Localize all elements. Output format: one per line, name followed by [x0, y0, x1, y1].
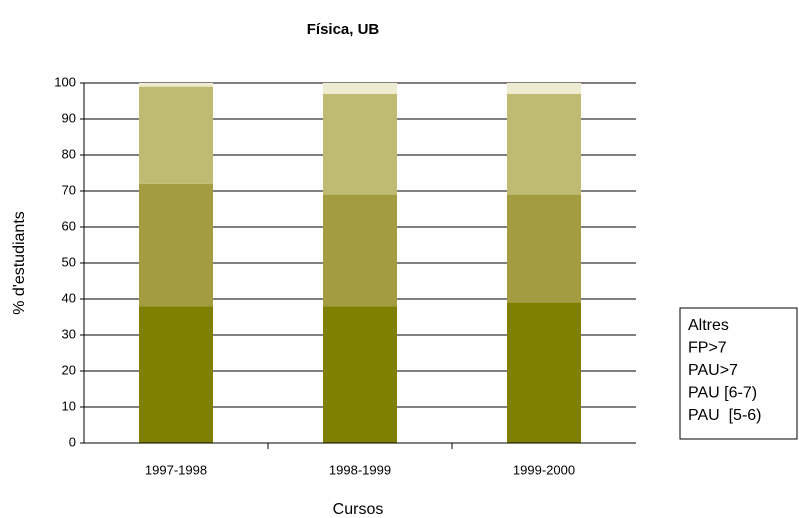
- y-tick-label: 70: [62, 182, 76, 197]
- legend-label: PAU [5-6): [688, 407, 762, 424]
- legend-label: Altres: [688, 317, 729, 334]
- legend-box: [679, 307, 798, 440]
- bar-segment: [139, 83, 213, 87]
- y-tick-label: 50: [62, 254, 76, 269]
- bar-segment: [139, 306, 213, 443]
- y-tick-label: 60: [62, 218, 76, 233]
- x-tick-label: 1998-1999: [329, 462, 391, 477]
- legend-label: FP>7: [688, 340, 727, 357]
- bar-segment: [323, 83, 397, 94]
- legend-label: PAU>7: [688, 362, 738, 379]
- y-tick-label: 30: [62, 326, 76, 341]
- bar-segment: [323, 194, 397, 307]
- y-tick-label: 10: [62, 398, 76, 413]
- y-tick-label: 90: [62, 110, 76, 125]
- y-tick-label: 0: [69, 434, 76, 449]
- y-tick-label: 20: [62, 362, 76, 377]
- chart-title: Física, UB: [307, 21, 380, 38]
- x-tick-label: 1997-1998: [145, 462, 207, 477]
- bar-segment: [507, 194, 581, 303]
- bar-segment: [139, 86, 213, 184]
- bar-segment: [323, 93, 397, 195]
- y-tick-label: 40: [62, 290, 76, 305]
- legend-label: PAU [6-7): [688, 385, 757, 402]
- y-tick-label: 80: [62, 146, 76, 161]
- bar-segment: [139, 183, 213, 307]
- bar-segment: [507, 83, 581, 94]
- y-tick-label: 100: [54, 74, 76, 89]
- y-axis-label: % d'estudiants: [11, 211, 28, 315]
- bar-segment: [507, 302, 581, 443]
- x-tick-label: 1999-2000: [513, 462, 575, 477]
- bar-segment: [323, 306, 397, 443]
- x-axis-label: Cursos: [333, 501, 384, 518]
- bar-segment: [507, 93, 581, 195]
